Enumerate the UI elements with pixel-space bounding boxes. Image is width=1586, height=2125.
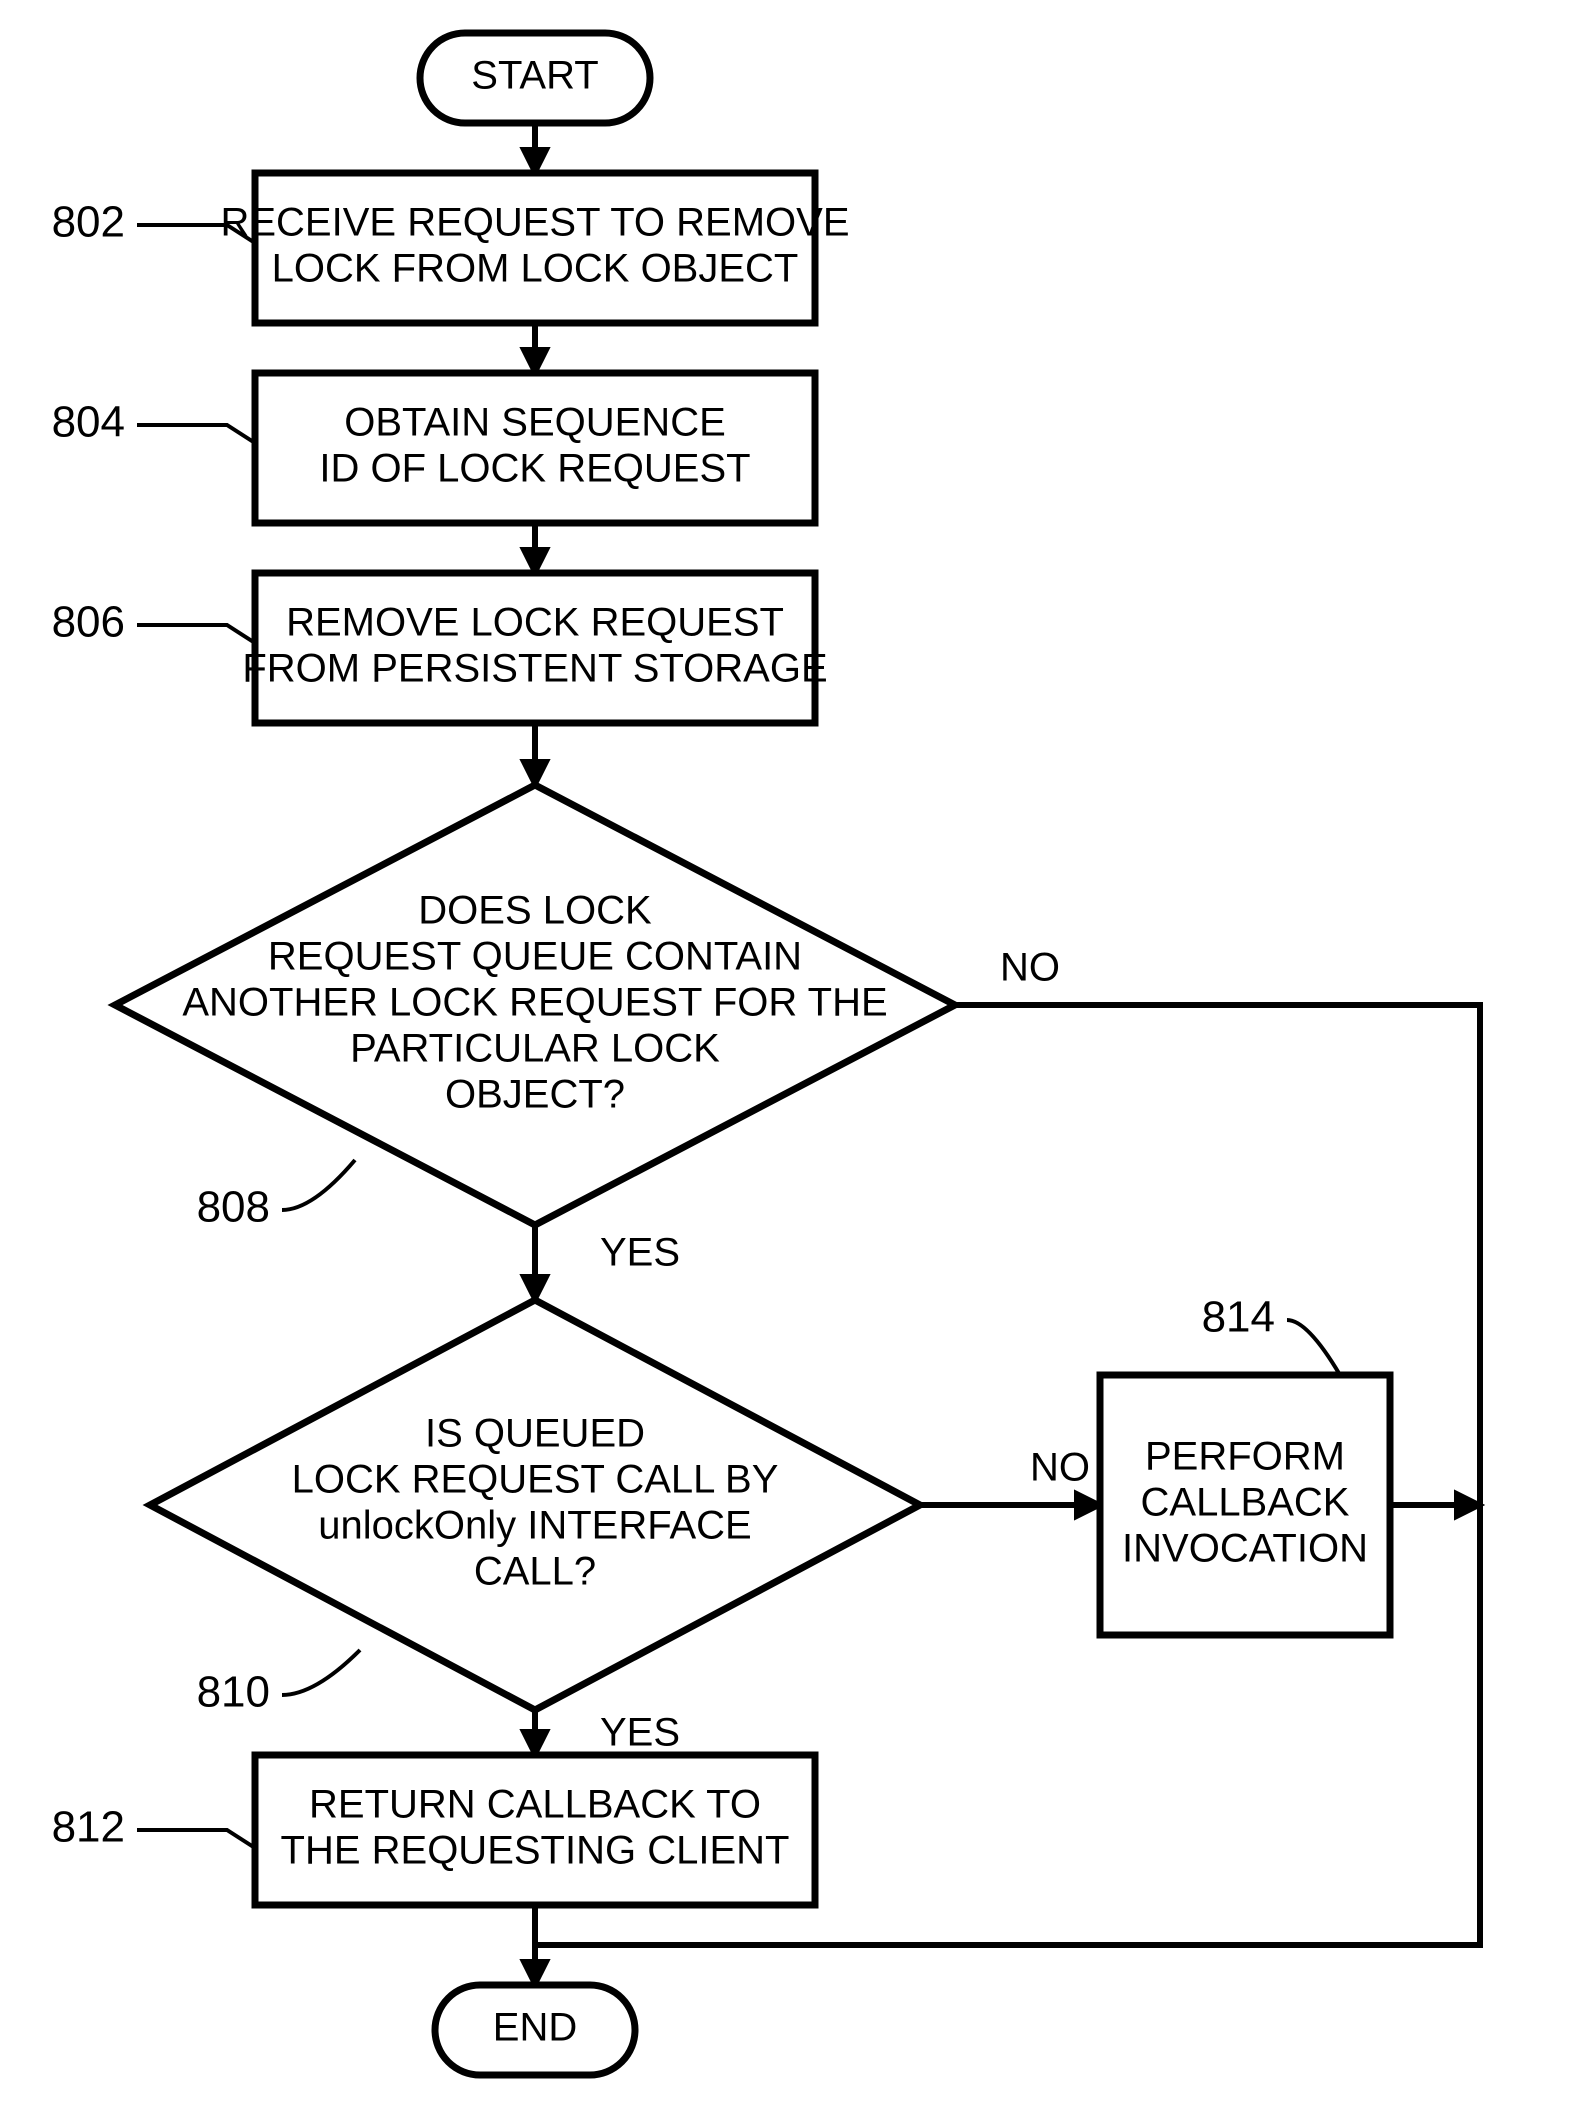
node-text: INVOCATION xyxy=(1122,1527,1368,1571)
node-text: LOCK FROM LOCK OBJECT xyxy=(272,247,799,291)
ref-label: 806 xyxy=(52,598,125,647)
node-text: RETURN CALLBACK TO xyxy=(309,1783,761,1827)
edge-label: NO xyxy=(1000,946,1060,990)
node-text: START xyxy=(471,54,598,98)
node-text: IS QUEUED xyxy=(425,1412,645,1456)
node-text: unlockOnly INTERFACE xyxy=(318,1504,751,1548)
edge-label: YES xyxy=(600,1231,680,1275)
node-text: REQUEST QUEUE CONTAIN xyxy=(268,935,802,979)
node-text: CALLBACK xyxy=(1141,1481,1350,1525)
ref-label: 802 xyxy=(52,198,125,247)
node-text: ANOTHER LOCK REQUEST FOR THE xyxy=(182,981,887,1025)
node-text: THE REQUESTING CLIENT xyxy=(281,1829,790,1873)
ref-tick xyxy=(137,1830,255,1848)
node-text: PERFORM xyxy=(1145,1435,1345,1479)
edge-label: NO xyxy=(1030,1446,1090,1490)
ref-tick xyxy=(282,1650,360,1695)
ref-tick xyxy=(1287,1320,1340,1375)
node-text: CALL? xyxy=(474,1550,596,1594)
ref-tick xyxy=(137,425,255,443)
node-text: OBTAIN SEQUENCE xyxy=(344,401,726,445)
ref-tick xyxy=(282,1160,355,1210)
ref-label: 810 xyxy=(197,1668,270,1717)
ref-label: 812 xyxy=(52,1803,125,1852)
node-text: LOCK REQUEST CALL BY xyxy=(292,1458,779,1502)
node-text: FROM PERSISTENT STORAGE xyxy=(242,647,827,691)
node-text: REMOVE LOCK REQUEST xyxy=(286,601,784,645)
ref-tick xyxy=(137,625,255,643)
node-text: OBJECT? xyxy=(445,1073,625,1117)
node-text: PARTICULAR LOCK xyxy=(350,1027,720,1071)
node-text: DOES LOCK xyxy=(418,889,652,933)
ref-label: 814 xyxy=(1202,1293,1275,1342)
edge-label: YES xyxy=(600,1711,680,1755)
node-text: ID OF LOCK REQUEST xyxy=(319,447,750,491)
ref-label: 804 xyxy=(52,398,125,447)
ref-label: 808 xyxy=(197,1183,270,1232)
node-text: RECEIVE REQUEST TO REMOVE xyxy=(220,201,849,245)
node-text: END xyxy=(493,2006,577,2050)
